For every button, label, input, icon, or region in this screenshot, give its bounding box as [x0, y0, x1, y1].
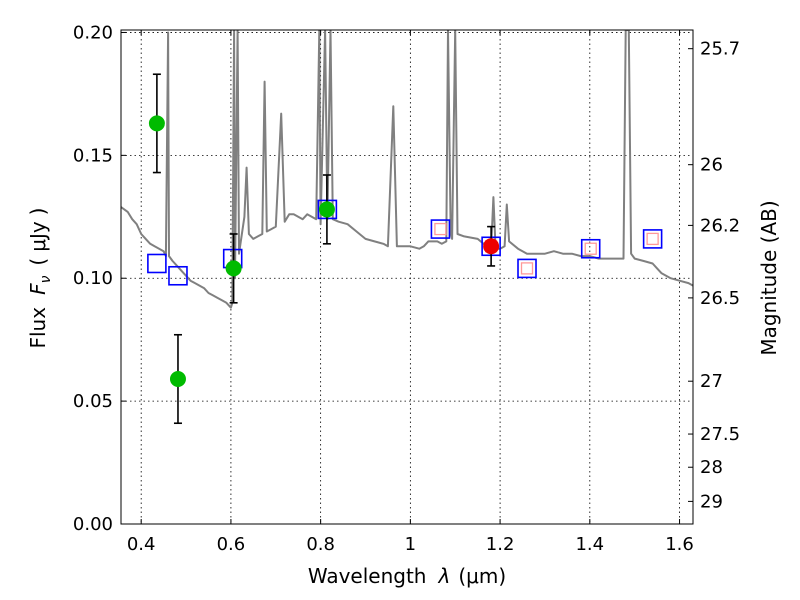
observed-green-point: [148, 115, 165, 132]
model-box-marker: [147, 253, 167, 274]
mag-tick-label: 25.7: [700, 39, 740, 60]
x-tick-label: 0.4: [127, 534, 156, 555]
model-box-marker: [642, 229, 663, 249]
model-box-inner-marker: [584, 242, 597, 255]
mag-tick-label: 29: [700, 491, 723, 512]
x-tick-label: 1.2: [486, 534, 515, 555]
x-tick-label: 1.4: [575, 534, 604, 555]
y-axis-label: FluxFν(μJy): [26, 207, 54, 348]
ticks-layer: 0.4 0.6 0.8 1 1.2 1.4 1.6 0.00 0.05 0.10 0.15 0.20 2…: [73, 22, 740, 555]
y-tick-label: 0.10: [73, 268, 113, 289]
x-axis-label: Wavelength λ (μm): [308, 564, 506, 588]
marks-layer: [147, 73, 663, 425]
model-box-inner-marker: [646, 232, 659, 246]
model-box-inner-marker: [520, 262, 534, 275]
observed-green-point: [225, 260, 242, 277]
y2-axis-label: Magnitude (AB): [757, 200, 781, 355]
y-tick-label: 0.05: [73, 391, 113, 412]
model-box-inner-marker: [434, 222, 447, 236]
model-box-marker: [580, 238, 601, 259]
model-box-marker: [517, 258, 537, 279]
y-tick-label: 0.00: [73, 514, 113, 535]
observed-red-point: [483, 238, 500, 255]
mag-tick-label: 27.5: [700, 424, 740, 445]
x-tick-label: 0.8: [306, 534, 335, 555]
grid-layer: [121, 30, 693, 524]
model-box-marker: [430, 219, 451, 239]
model-box-marker: [168, 265, 188, 286]
mag-tick-label: 26.5: [700, 288, 740, 309]
mag-tick-label: 28: [700, 457, 723, 478]
plot-area: [121, 30, 693, 309]
mag-tick-label: 26: [700, 155, 723, 176]
x-tick-label: 0.6: [217, 534, 246, 555]
y-tick-label: 0.20: [73, 22, 113, 43]
plot-frame: [120, 29, 694, 525]
model-spectrum-line: [121, 30, 693, 309]
observed-green-point: [318, 201, 335, 218]
observed-green-point: [169, 370, 186, 387]
mag-tick-label: 27: [700, 371, 723, 392]
x-tick-label: 1.6: [665, 534, 694, 555]
x-tick-label: 1: [405, 534, 416, 555]
y-tick-label: 0.15: [73, 145, 113, 166]
mag-tick-label: 26.2: [700, 215, 740, 236]
